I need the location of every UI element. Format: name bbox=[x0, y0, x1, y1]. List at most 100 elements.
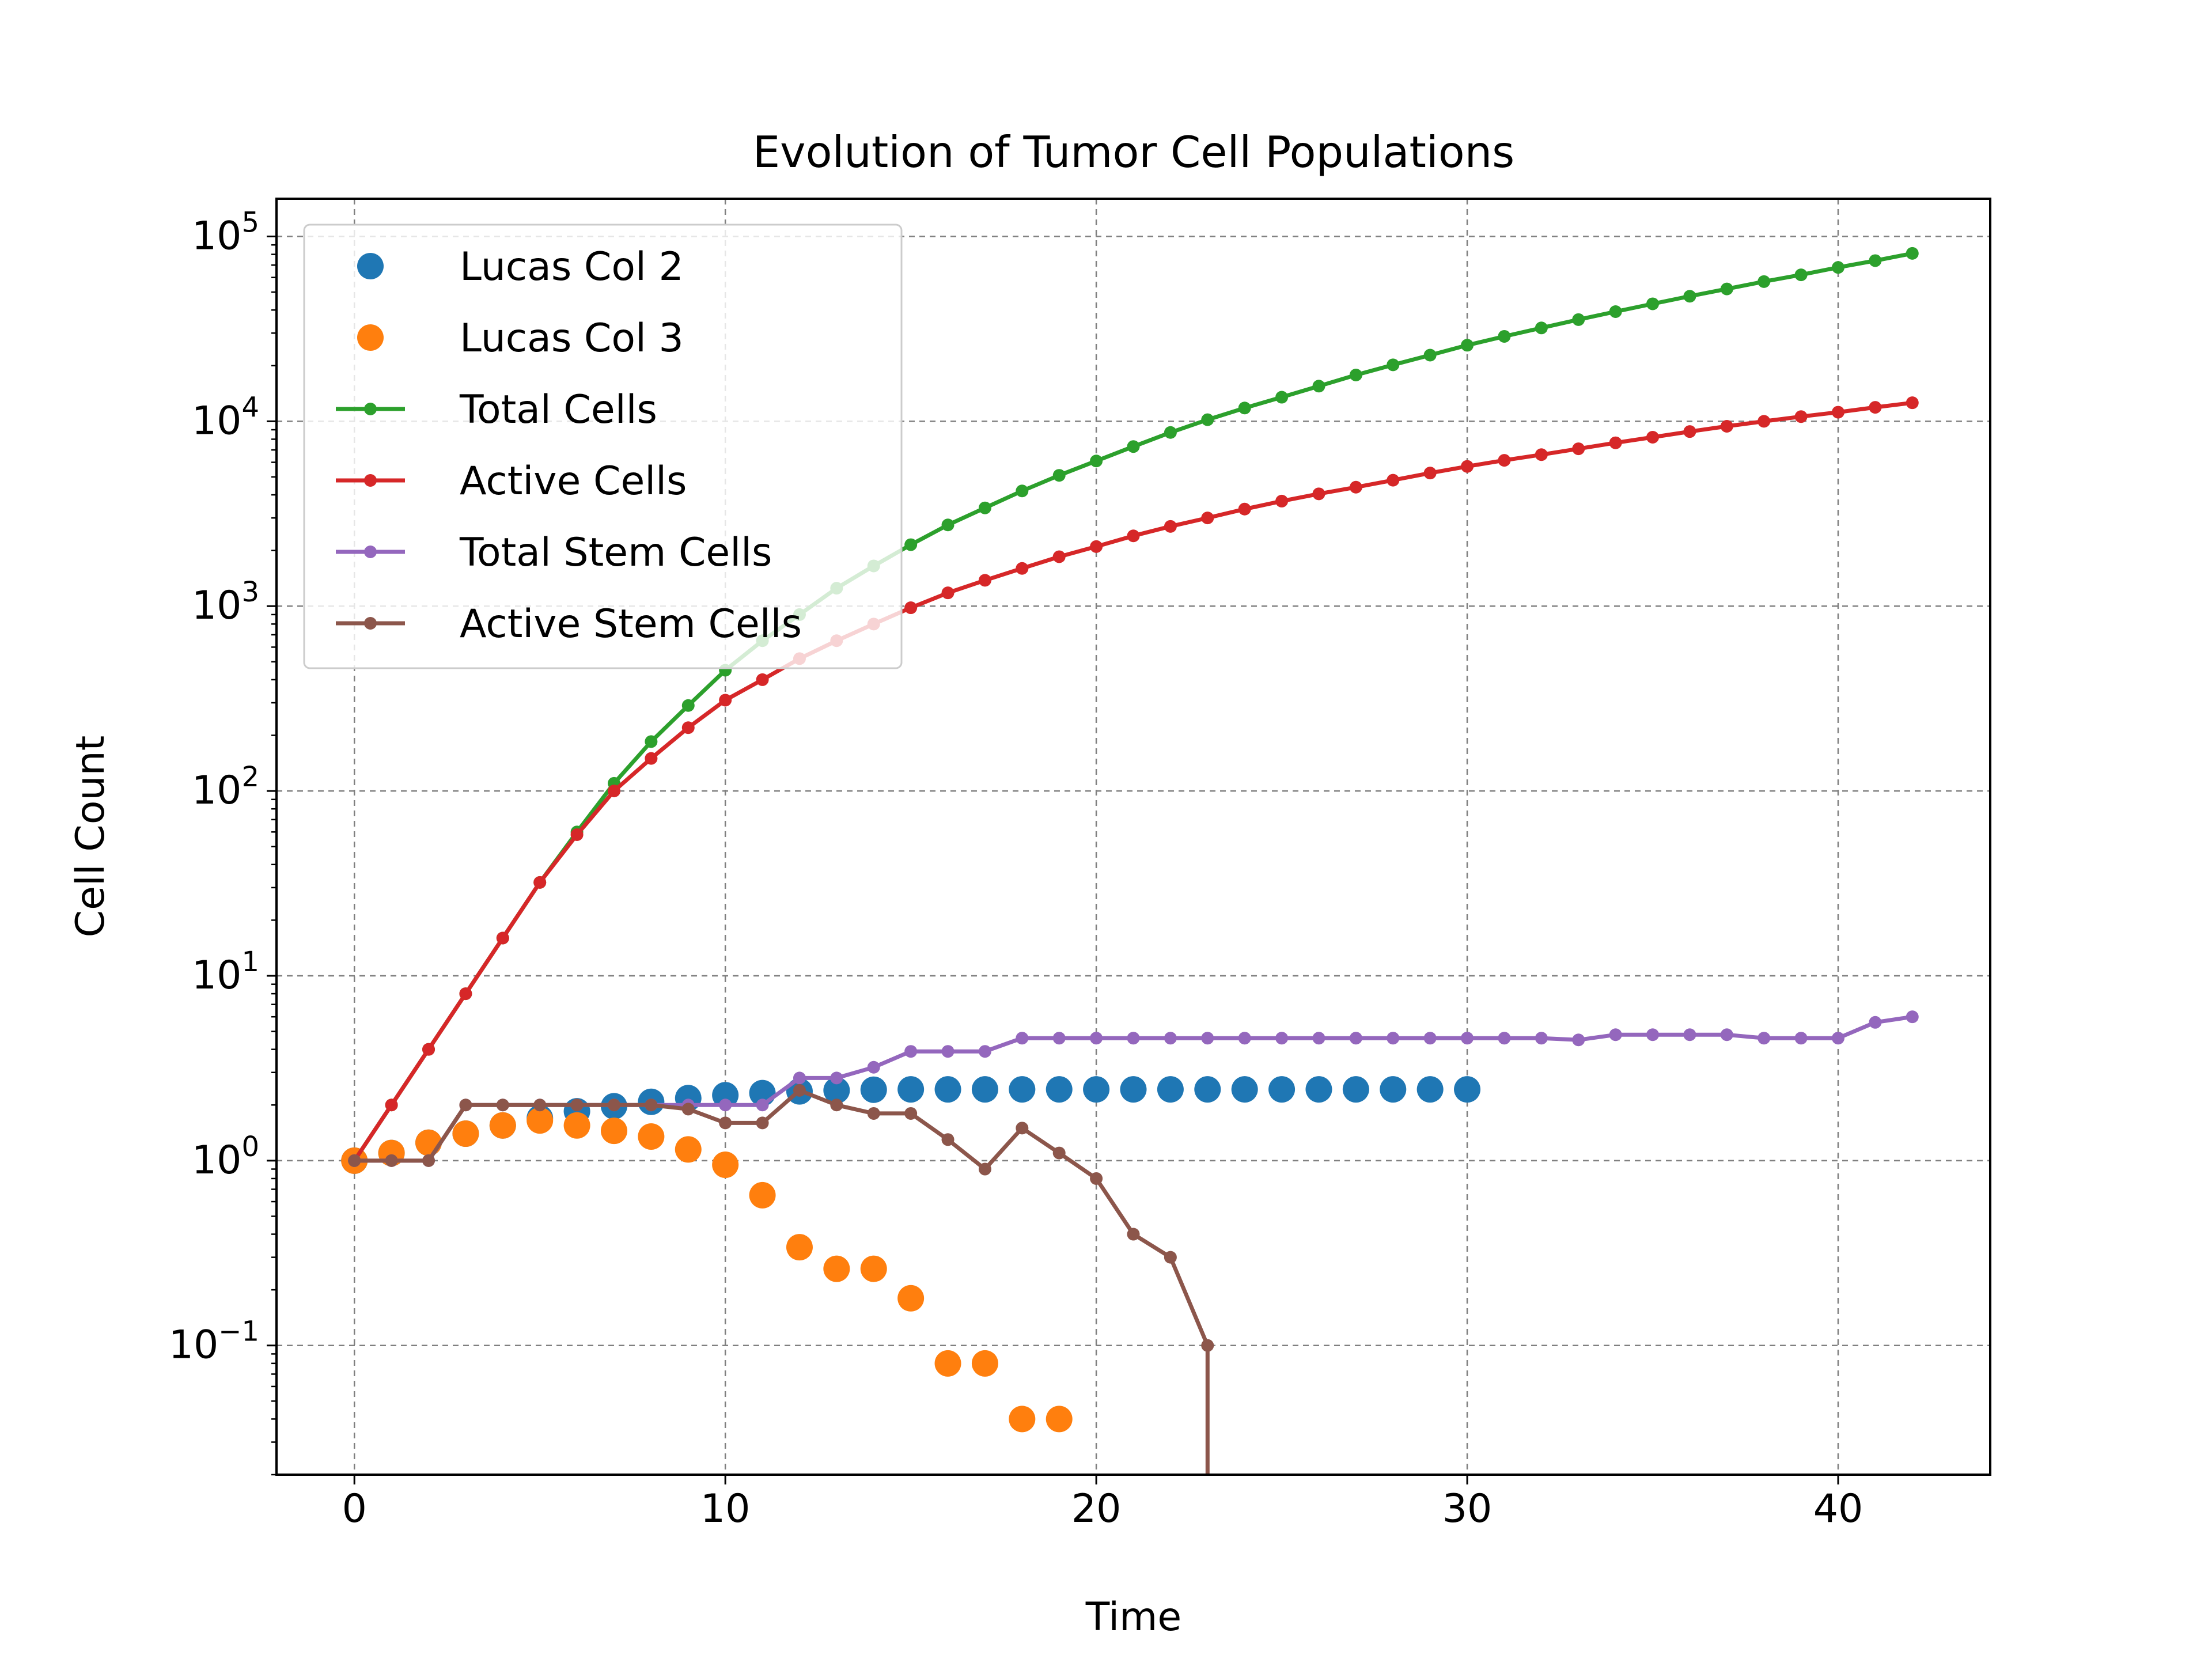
y-tick-base: 10 bbox=[192, 398, 242, 444]
data-point bbox=[1461, 460, 1474, 473]
data-point bbox=[867, 1107, 880, 1120]
data-point bbox=[904, 601, 918, 615]
data-point bbox=[1498, 454, 1511, 467]
data-point bbox=[756, 1099, 769, 1112]
y-tick-exponent: 0 bbox=[241, 1131, 259, 1163]
data-point bbox=[934, 1076, 961, 1103]
data-point bbox=[533, 876, 547, 889]
data-point bbox=[1387, 358, 1400, 372]
y-tick-label: 103 bbox=[192, 576, 259, 628]
legend-label: Total Stem Cells bbox=[459, 530, 772, 575]
plot-frame bbox=[275, 198, 1991, 1476]
data-point bbox=[1535, 448, 1548, 461]
data-point bbox=[719, 694, 732, 707]
data-point bbox=[1831, 261, 1844, 274]
y-tick-label: 100 bbox=[192, 1131, 259, 1183]
legend-item: Lucas Col 3 bbox=[357, 316, 684, 361]
data-point bbox=[1349, 1032, 1362, 1045]
y-tick-base: 10 bbox=[192, 213, 242, 259]
data-point bbox=[1423, 467, 1437, 480]
series-active-cells bbox=[348, 396, 1919, 1167]
data-point bbox=[1009, 1076, 1036, 1103]
data-point bbox=[1461, 339, 1474, 352]
data-point bbox=[1201, 512, 1214, 525]
data-point bbox=[1201, 413, 1214, 426]
x-tick-label: 40 bbox=[1813, 1486, 1863, 1532]
data-point bbox=[1683, 1028, 1696, 1041]
y-tick-label: 102 bbox=[192, 761, 259, 813]
data-point bbox=[971, 1350, 998, 1377]
data-point bbox=[1312, 487, 1325, 501]
data-point bbox=[1090, 540, 1103, 553]
data-point bbox=[1794, 268, 1808, 282]
y-tick-exponent: 5 bbox=[241, 206, 259, 238]
legend-item: Total Stem Cells bbox=[336, 530, 772, 575]
y-tick-base: 10 bbox=[192, 583, 242, 628]
data-point bbox=[1275, 494, 1289, 507]
y-minor-ticks bbox=[271, 244, 276, 1476]
data-point bbox=[1268, 1076, 1296, 1103]
data-point bbox=[860, 1076, 887, 1103]
data-point bbox=[1906, 1010, 1919, 1024]
data-point bbox=[1869, 1016, 1882, 1029]
data-point bbox=[756, 1116, 769, 1130]
data-point bbox=[1535, 321, 1548, 335]
data-point bbox=[600, 1118, 627, 1145]
data-point bbox=[422, 1043, 435, 1056]
legend-marker bbox=[364, 474, 377, 487]
data-point bbox=[681, 721, 695, 734]
data-point bbox=[1342, 1076, 1369, 1103]
data-point bbox=[1083, 1076, 1110, 1103]
y-tick-base: 10 bbox=[169, 1323, 219, 1368]
data-point bbox=[1646, 297, 1660, 310]
legend-label: Lucas Col 3 bbox=[460, 316, 684, 361]
y-tick-label: 105 bbox=[192, 206, 259, 259]
series-active-stem-cells bbox=[348, 1084, 1214, 1475]
data-point bbox=[1831, 406, 1844, 419]
legend-box bbox=[303, 224, 903, 669]
legend-marker bbox=[364, 403, 377, 415]
data-point bbox=[1906, 247, 1919, 260]
data-point bbox=[823, 1077, 850, 1104]
data-point bbox=[1794, 410, 1808, 423]
data-point bbox=[1572, 1033, 1585, 1047]
data-point bbox=[860, 1255, 887, 1282]
data-point bbox=[1238, 502, 1251, 516]
y-tick-exponent: −1 bbox=[218, 1316, 259, 1348]
data-point bbox=[1275, 391, 1289, 404]
legend-marker bbox=[364, 617, 377, 630]
data-point bbox=[1052, 1032, 1066, 1045]
data-point bbox=[1090, 1172, 1103, 1185]
data-point bbox=[1238, 402, 1251, 415]
data-point bbox=[867, 1060, 880, 1074]
y-tick-base: 10 bbox=[192, 768, 242, 813]
data-point bbox=[1423, 349, 1437, 362]
data-point bbox=[415, 1129, 442, 1156]
data-point bbox=[459, 1099, 472, 1112]
chart-title: Evolution of Tumor Cell Populations bbox=[753, 127, 1514, 177]
data-point bbox=[1201, 1339, 1214, 1352]
legend-marker bbox=[357, 324, 384, 351]
legend-item: Total Cells bbox=[336, 387, 657, 433]
data-point bbox=[1758, 415, 1771, 428]
data-point bbox=[1720, 282, 1733, 296]
data-point bbox=[1387, 474, 1400, 487]
data-point bbox=[749, 1181, 776, 1209]
data-point bbox=[786, 1234, 813, 1261]
data-point bbox=[645, 735, 658, 748]
data-point bbox=[1238, 1032, 1251, 1045]
data-point bbox=[1127, 1228, 1140, 1241]
data-point bbox=[978, 501, 991, 514]
legend: Lucas Col 2 Lucas Col 3 Total Cells Active … bbox=[303, 224, 903, 669]
legend-marker bbox=[364, 546, 377, 558]
data-point bbox=[527, 1107, 554, 1134]
data-point bbox=[496, 1099, 509, 1112]
data-point bbox=[1646, 431, 1660, 444]
legend-label: Total Cells bbox=[459, 387, 657, 433]
data-point bbox=[1683, 290, 1696, 303]
data-point bbox=[1164, 1251, 1177, 1264]
data-point bbox=[1758, 275, 1771, 288]
data-point bbox=[1387, 1032, 1400, 1045]
